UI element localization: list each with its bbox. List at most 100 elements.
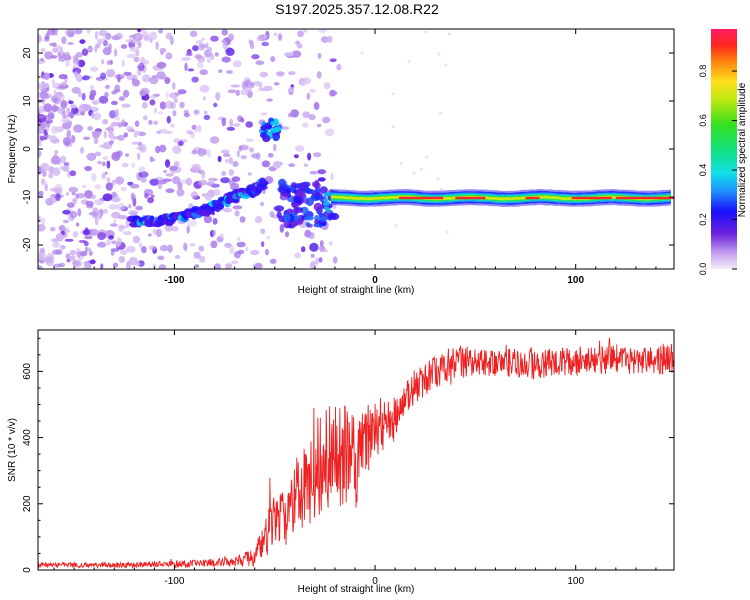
heatmap-cell [227, 89, 237, 94]
heatmap-cell [159, 244, 169, 252]
heatmap-cell [270, 121, 277, 126]
heatmap-cell [133, 132, 138, 138]
heatmap-cell [108, 235, 114, 240]
heatmap-cell [110, 223, 118, 227]
heatmap-cell [309, 242, 319, 252]
heatmap-cell [102, 119, 108, 125]
heatmap-cell [212, 229, 216, 237]
heatmap-cell [221, 117, 226, 127]
y-tick-label: 600 [22, 363, 33, 380]
heatmap-cell [310, 253, 315, 258]
heatmap-cell [228, 157, 233, 165]
heatmap-cell [91, 172, 97, 182]
heatmap-cell [150, 158, 156, 162]
heatmap-cell [127, 203, 132, 209]
heatmap-cell [110, 240, 118, 245]
heatmap-cell [298, 182, 307, 190]
steady-tone-core [615, 196, 674, 200]
heatmap-cell [72, 259, 83, 268]
x-tick-label: 100 [567, 275, 584, 286]
heatmap-cell [293, 154, 299, 159]
steady-tone-core [455, 196, 486, 200]
heatmap-cell [149, 99, 156, 106]
heatmap-cell [193, 251, 201, 259]
heatmap-cell [309, 88, 317, 93]
heatmap-cell [114, 32, 123, 40]
snr-frame [37, 329, 675, 571]
heatmap-cell [260, 201, 265, 206]
heatmap-cell [207, 148, 211, 158]
steady-tone-core [525, 196, 540, 200]
heatmap-cell [133, 74, 138, 83]
heatmap-cell [173, 98, 178, 103]
heatmap-cell [71, 192, 76, 196]
heatmap-cell [58, 74, 68, 80]
heatmap-cell [325, 192, 331, 197]
heatmap-cell [314, 257, 320, 265]
heatmap-cell [163, 170, 168, 173]
heatmap-cell [157, 255, 165, 261]
heatmap-cell [236, 241, 246, 248]
heatmap-cell [117, 134, 125, 141]
heatmap-cell [44, 114, 54, 121]
heatmap-cell [144, 193, 149, 199]
heatmap-cell [105, 127, 114, 131]
heatmap-cell [262, 189, 266, 195]
heatmap-cell [199, 84, 210, 93]
heatmap-cell [51, 105, 61, 112]
heatmap-cell [117, 74, 121, 83]
heatmap-cell [303, 29, 308, 33]
heatmap-cell [150, 194, 155, 198]
heatmap-cell [445, 231, 449, 234]
y-tick-label: 20 [22, 47, 33, 59]
heatmap-cell [323, 82, 331, 90]
heatmap-cell [177, 140, 184, 147]
heatmap-cell [181, 57, 191, 61]
heatmap-cell [273, 126, 283, 132]
snr-x-ticks: -100 0 100 [53, 330, 657, 587]
heatmap-cell [248, 39, 253, 45]
heatmap-cell [59, 155, 67, 164]
heatmap-cell [134, 33, 144, 40]
heatmap-cell [261, 241, 265, 248]
heatmap-cell [323, 198, 328, 203]
heatmap-cell [268, 152, 274, 158]
heatmap-cell [221, 171, 227, 176]
heatmap-cell [239, 216, 246, 223]
heatmap-cell [69, 111, 74, 119]
heatmap-cell [134, 120, 140, 127]
heatmap-cell [194, 264, 200, 268]
heatmap-cell [424, 30, 428, 34]
heatmap-cell [197, 147, 206, 157]
heatmap-cell [220, 177, 230, 184]
heatmap-cell [221, 29, 228, 36]
spectrogram-y-ticks: -20 -10 0 10 20 [22, 28, 674, 270]
heatmap-cell [106, 69, 116, 78]
heatmap-cell [47, 29, 56, 36]
heatmap-cell [102, 161, 106, 167]
heatmap-cell [308, 114, 316, 121]
heatmap-cell [60, 46, 64, 56]
heatmap-cell [245, 138, 254, 142]
snr-y-ticks: 0 200 400 600 [22, 337, 674, 573]
heatmap-cell [45, 119, 53, 124]
heatmap-cell [63, 162, 70, 166]
heatmap-cell [85, 200, 94, 207]
heatmap-cell [156, 71, 166, 80]
heatmap-cell [170, 102, 176, 110]
heatmap-cell [142, 74, 151, 83]
heatmap-cell [70, 104, 77, 109]
heatmap-cell [105, 182, 114, 191]
heatmap-cell [104, 91, 109, 98]
heatmap-cell [208, 178, 214, 184]
heatmap-cell [233, 251, 241, 259]
heatmap-cell [255, 262, 263, 269]
heatmap-cell [425, 155, 429, 159]
heatmap-cell [73, 71, 78, 77]
heatmap-cell [171, 226, 179, 232]
heatmap-cell [55, 193, 61, 202]
y-tick-label: 10 [22, 95, 33, 107]
heatmap-cell [92, 132, 100, 139]
heatmap-cell [74, 29, 83, 35]
